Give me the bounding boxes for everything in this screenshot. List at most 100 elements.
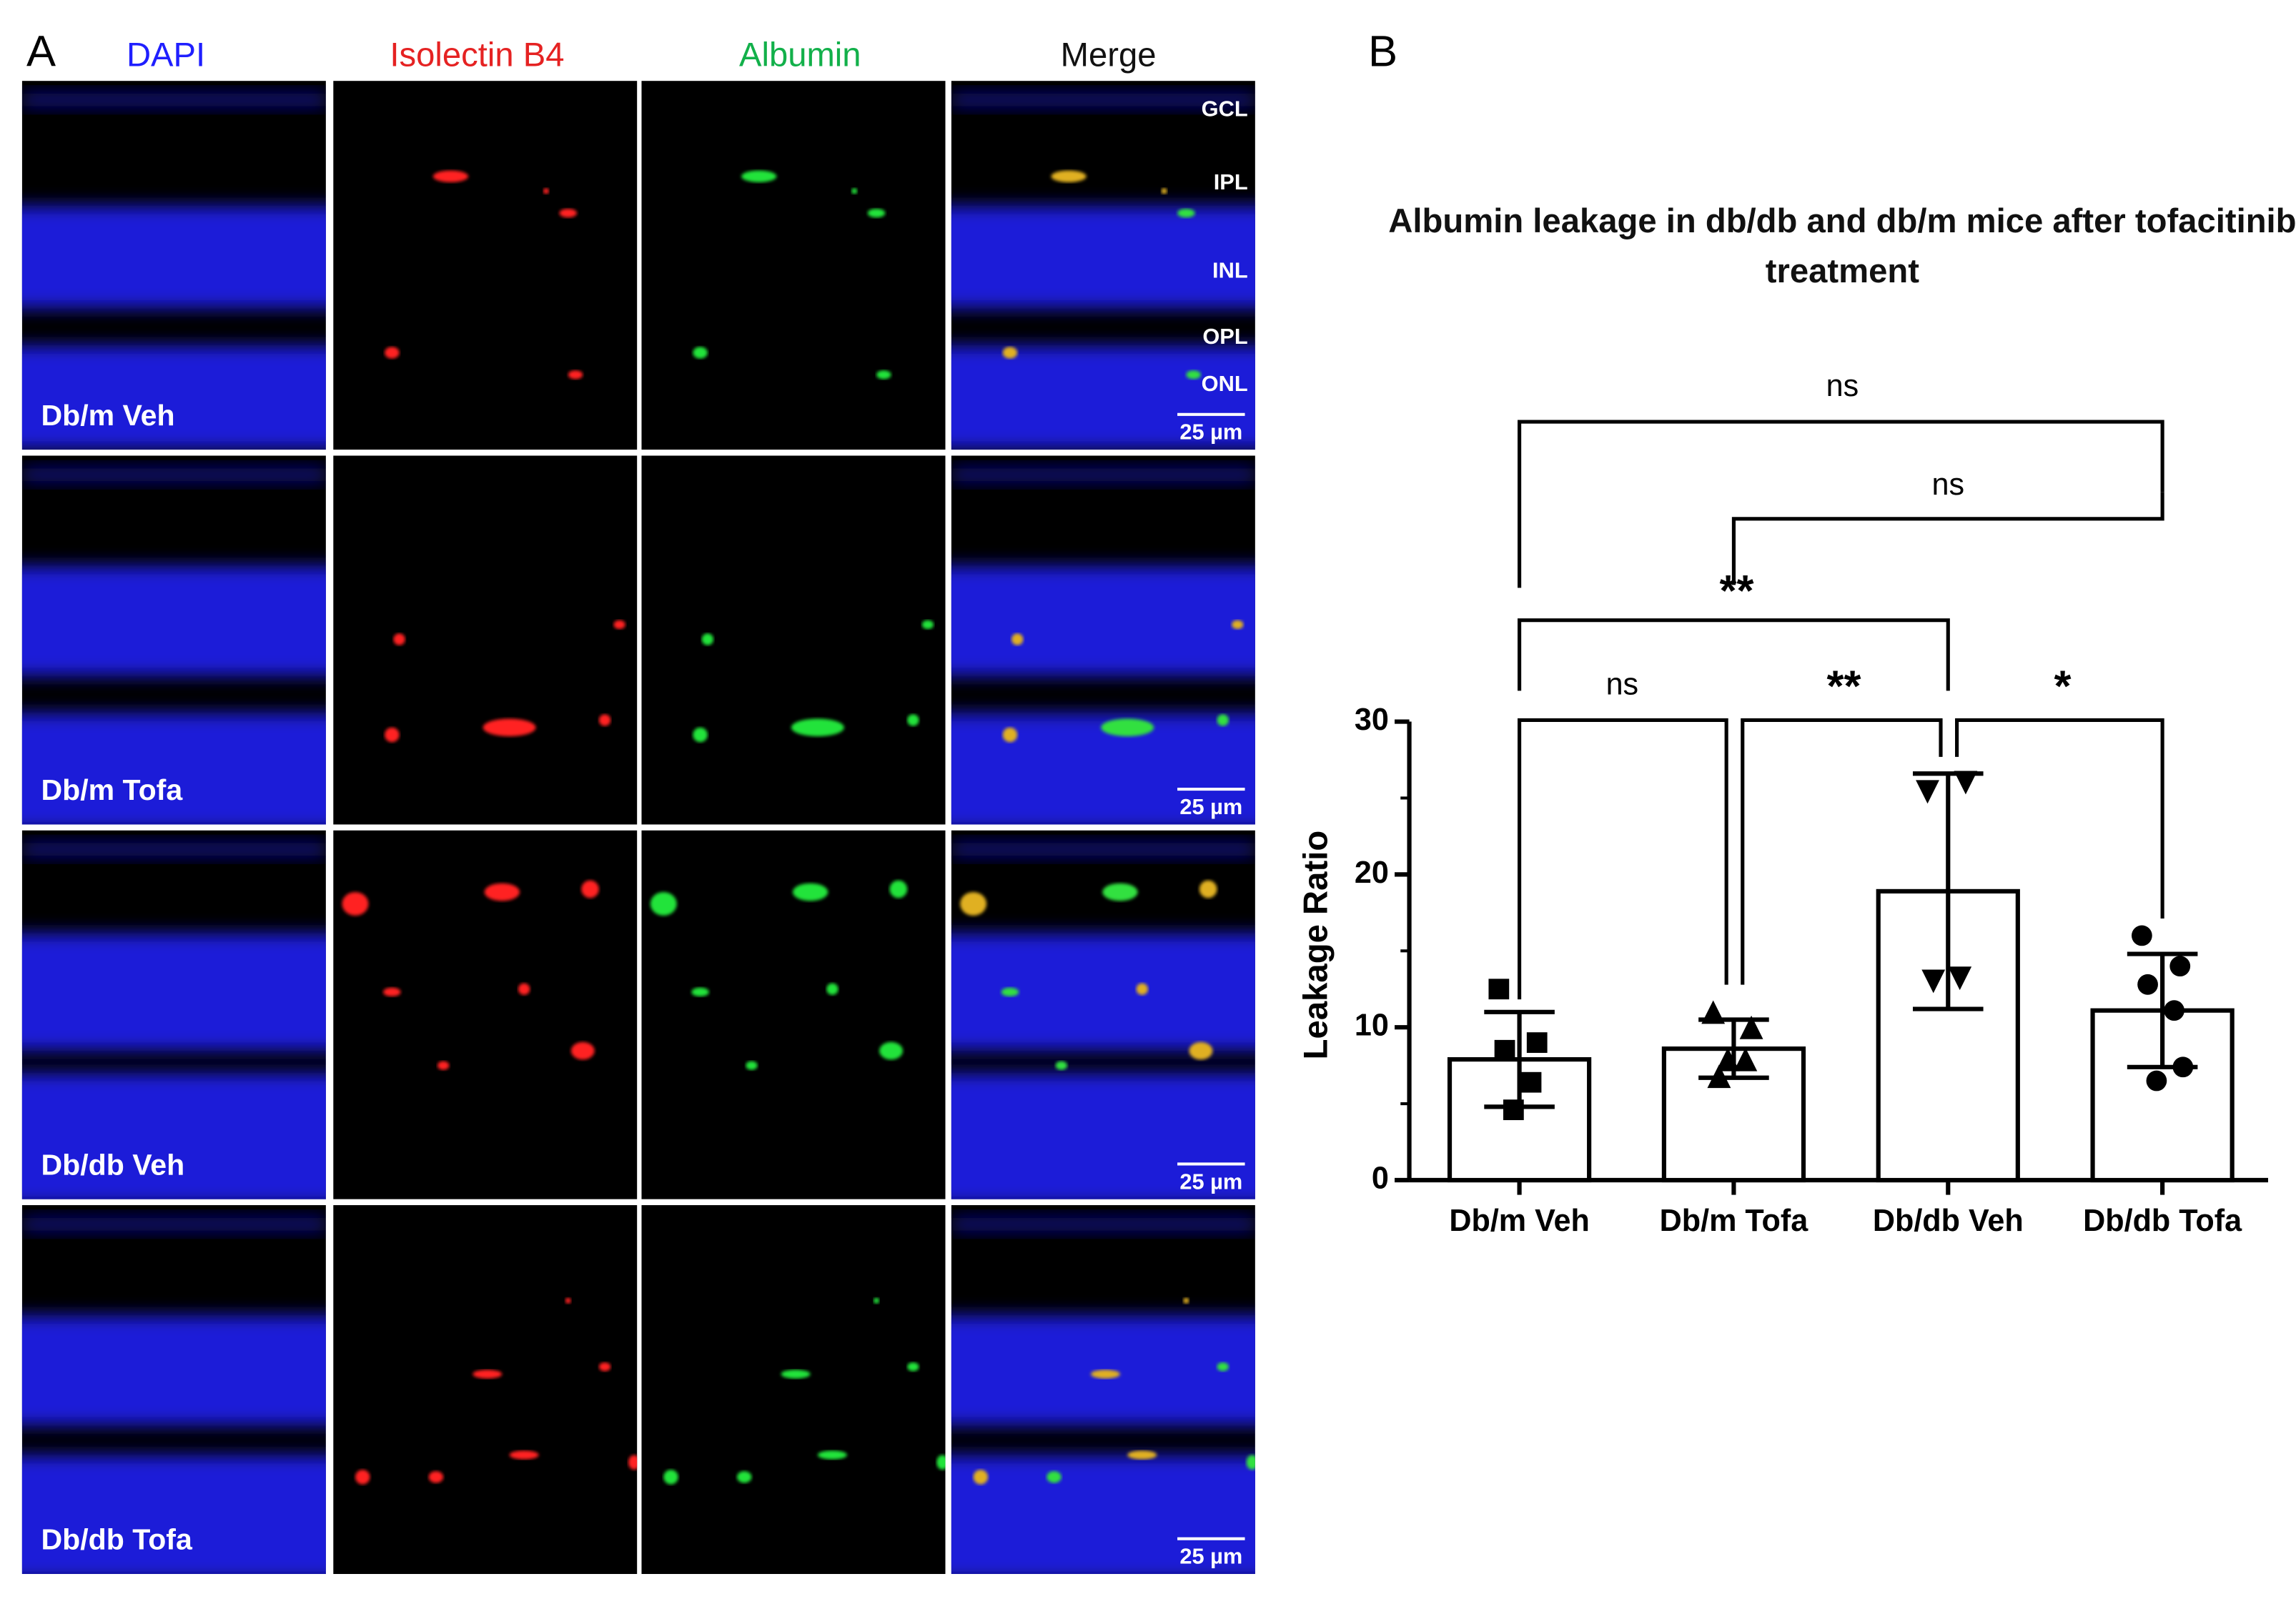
data-point [1948,966,1972,991]
vessel [1127,1450,1157,1460]
nuclear-band [951,713,1255,825]
micrograph [21,830,326,1199]
scale-bar-label: 25 µm [1179,1544,1242,1569]
vessel [873,1297,880,1304]
vessel [1002,347,1018,359]
significance-label: ** [1826,662,1861,711]
nuclear-band [21,713,326,825]
micrograph [951,455,1255,825]
vessel [432,170,469,182]
vessel [1102,883,1138,901]
vessel [693,347,708,359]
micrograph-content [641,81,946,450]
micrograph [333,830,638,1199]
vessel [1232,620,1244,629]
data-point [1739,1015,1763,1039]
vessel [867,208,886,218]
vessel [973,1470,989,1485]
vessel [509,1450,539,1460]
significance-label: * [2054,662,2071,711]
gcl-dots [951,1217,1255,1232]
micrograph [21,1204,326,1575]
data-point [2164,1000,2184,1021]
x-tick-label: Db/db Veh [1873,1204,2024,1238]
vessel [1217,714,1229,726]
micrograph-content [951,1204,1255,1575]
vessel [483,718,536,737]
vessel [791,718,844,737]
layer-label: OPL [1202,324,1247,349]
vessel [518,983,530,995]
vessel [383,987,401,997]
vessel [1199,880,1217,898]
significance-label: ns [1606,668,1639,702]
vessel [1001,987,1019,997]
micrograph [641,830,946,1199]
vessel [1002,727,1018,743]
data-point [1503,1099,1524,1121]
nuclear-band [21,1455,326,1575]
vessel [1136,983,1148,995]
significance-label: ns [1931,467,1964,502]
significance-bracket [1518,718,1728,1000]
nuclear-band [21,345,326,450]
vessel [1101,718,1154,737]
data-point [2169,956,2191,977]
layer-label: GCL [1202,96,1248,121]
y-tick-label: 0 [1372,1161,1389,1195]
vessel [1055,1061,1068,1070]
micrograph [333,1204,638,1575]
gcl-dots [951,92,1255,108]
data-point [1916,780,1939,804]
bar [2090,1008,2235,1183]
micrograph [21,81,326,450]
nuclear-band [951,933,1255,1051]
data-point [2131,925,2152,946]
column-header: DAPI [127,36,205,74]
scale-bar-label: 25 µm [1179,420,1242,445]
nuclear-band [951,565,1255,676]
micrograph-content [21,81,326,450]
layer-label: IPL [1214,169,1248,194]
micrograph [333,81,638,450]
scale-bar-label: 25 µm [1179,794,1242,819]
vessel [1246,1455,1255,1470]
micrograph-content [333,830,638,1199]
vessel [385,347,400,359]
vessel [1046,1471,1062,1483]
significance-label: ** [1720,566,1754,615]
gcl-dots [951,467,1255,482]
micrograph [641,1204,946,1575]
vessel [484,883,520,901]
micrograph [951,81,1255,450]
gcl-dots [21,842,326,857]
micrograph-background [641,455,946,825]
micrograph [951,1204,1255,1575]
data-point [2146,1070,2167,1091]
vessel [736,1471,752,1483]
vessel [851,188,858,194]
micrograph-content [333,1204,638,1575]
chart-title-box: Albumin leakage in db/db and db/m mice a… [1388,201,2296,290]
micrograph-content [21,830,326,1199]
chart-title: Albumin leakage in db/db and db/m mice a… [1388,201,2296,290]
data-point [2172,1056,2194,1078]
layer-label: ONL [1202,371,1248,396]
micrograph-background [333,1204,638,1575]
data-point [1716,1047,1740,1071]
nuclear-band [951,1455,1255,1575]
vessel [472,1370,503,1379]
micrograph-content [641,830,946,1199]
vessel [826,983,838,995]
micrograph-background [333,81,638,450]
gcl-dots [951,842,1255,857]
vessel [693,727,708,743]
vessel [613,620,625,629]
vessel [701,633,714,645]
vessel [1051,170,1087,182]
vessel [570,1041,595,1060]
data-point [1526,1032,1548,1053]
nuclear-band [951,205,1255,309]
vessel [565,1297,571,1304]
micrograph [333,455,638,825]
